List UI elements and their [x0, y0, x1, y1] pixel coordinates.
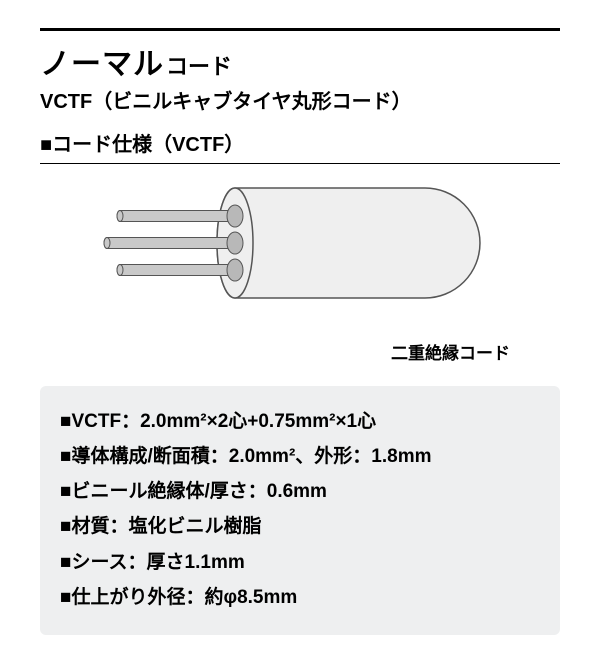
title-sub: コード: [166, 49, 232, 81]
cable-svg: [65, 168, 535, 328]
spec-heading: ■コード仕様（VCTF）: [40, 128, 560, 157]
title-main: ノーマル: [40, 39, 164, 83]
spec-line: ■導体構成/断面積：2.0mm²、外形：1.8mm: [60, 439, 540, 474]
spec-line: ■材質：塩化ビニル樹脂: [60, 509, 540, 544]
spec-line: ■VCTF：2.0mm²×2心+0.75mm²×1心: [60, 404, 540, 439]
spec-line: ■仕上がり外径：約φ8.5mm: [60, 580, 540, 615]
heading-underline: [40, 163, 560, 164]
cable-diagram: [65, 168, 535, 343]
top-rule: [40, 28, 560, 31]
spec-line: ■ビニール絶縁体/厚さ：0.6mm: [60, 474, 540, 509]
title-row: ノーマル コード: [40, 39, 560, 83]
spec-line: ■シース：厚さ1.1mm: [60, 545, 540, 580]
spec-box: ■VCTF：2.0mm²×2心+0.75mm²×1心■導体構成/断面積：2.0m…: [40, 386, 560, 635]
subtitle: VCTF（ビニルキャブタイヤ丸形コード）: [40, 85, 560, 114]
